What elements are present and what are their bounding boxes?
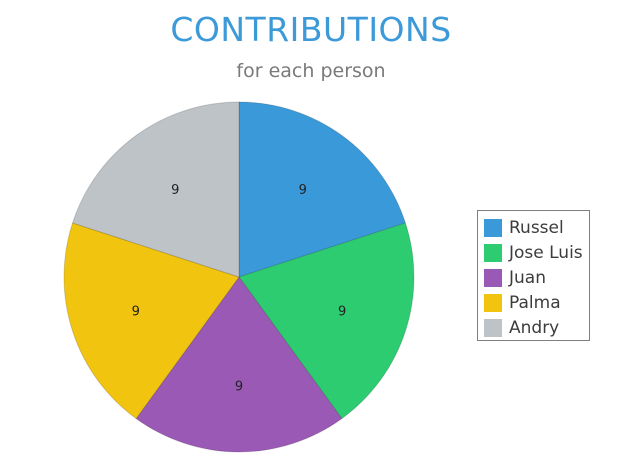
legend-swatch [484, 318, 502, 337]
legend-item[interactable]: Jose Luis [484, 240, 583, 265]
legend-label: Jose Luis [509, 242, 583, 263]
chart-subtitle: for each person [236, 60, 386, 82]
pie-slice-russel[interactable] [238, 101, 407, 278]
legend-swatch [484, 268, 502, 287]
legend-label: Palma [509, 292, 561, 313]
slice-value-label: 9 [338, 305, 346, 320]
legend-label: Andry [509, 317, 560, 338]
legend-label: Juan [509, 267, 546, 288]
legend-item[interactable]: Andry [484, 315, 583, 340]
slice-value-label: 9 [299, 183, 307, 198]
chart-title: CONTRIBUTIONS [170, 10, 452, 49]
legend-swatch [484, 243, 502, 262]
slice-value-label: 9 [235, 380, 243, 395]
pie-slice-juan[interactable] [135, 276, 343, 453]
pie-slice-andry[interactable] [71, 101, 240, 278]
slice-value-label: 9 [132, 305, 140, 320]
slice-value-label: 9 [171, 183, 179, 198]
legend-swatch [484, 293, 502, 312]
legend-item[interactable]: Juan [484, 265, 583, 290]
legend-swatch [484, 218, 502, 237]
pie-slice-jose-luis[interactable] [238, 222, 415, 420]
legend-item[interactable]: Russel [484, 215, 583, 240]
legend-item[interactable]: Palma [484, 290, 583, 315]
legend: Russel Jose Luis Juan Palma Andry [477, 210, 590, 341]
legend-label: Russel [509, 217, 564, 238]
pie-slice-palma[interactable] [63, 222, 240, 420]
